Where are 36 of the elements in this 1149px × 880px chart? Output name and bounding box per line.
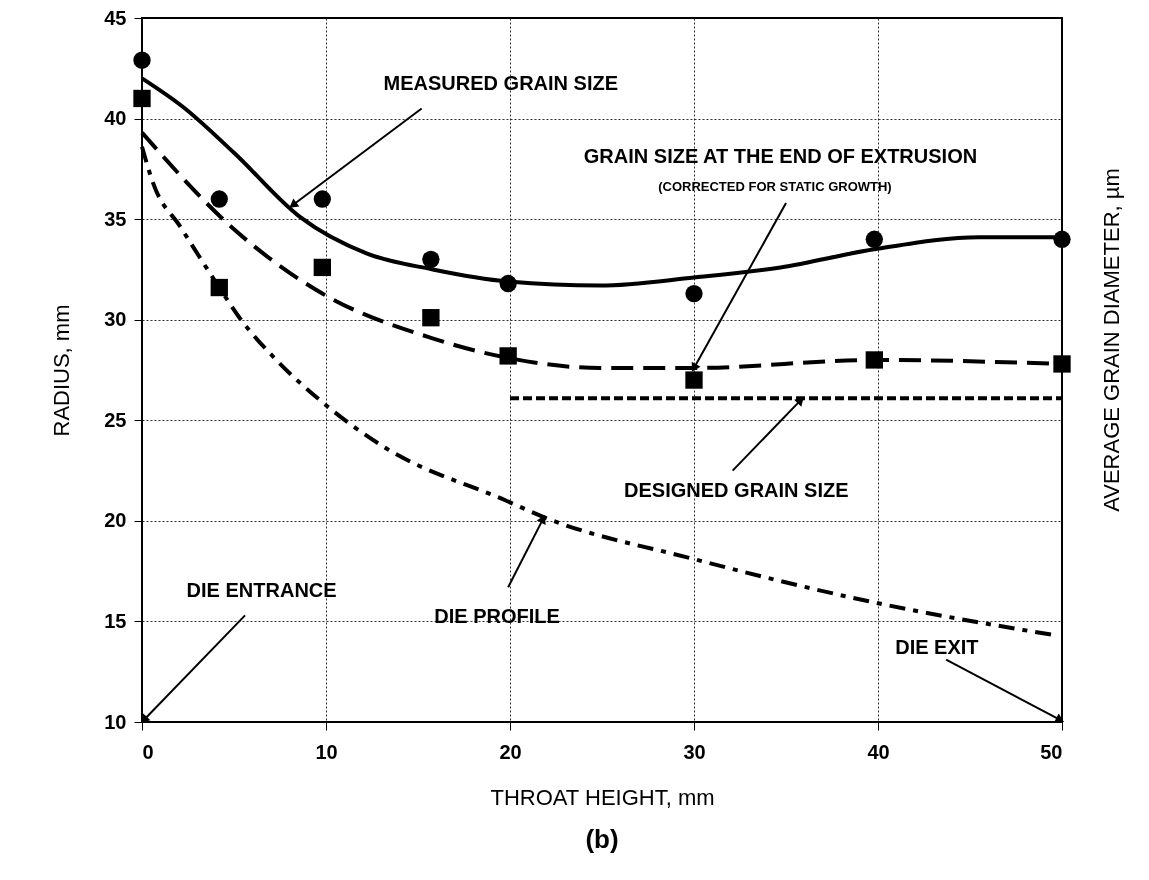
x-tick-label: 0 [142, 740, 154, 763]
x-axis-title: THROAT HEIGHT, mm [490, 784, 715, 810]
x-tick-label: 20 [499, 740, 522, 763]
y-axis-title: RADIUS, mm [49, 304, 75, 437]
point [422, 309, 440, 327]
point [685, 284, 703, 303]
annotation: DIE ENTRANCE [186, 579, 337, 602]
x-tick-label: 10 [315, 740, 338, 763]
point [313, 258, 331, 277]
point [133, 89, 151, 108]
annotation: (CORRECTED FOR STATIC GROWTH) [658, 178, 892, 194]
y-tick-label: 35 [104, 207, 127, 230]
annotation: DIE EXIT [895, 635, 979, 658]
y-tick-label: 25 [104, 408, 127, 431]
y-tick-label: 45 [104, 6, 127, 29]
y-tick-label: 40 [104, 107, 127, 130]
text: (b) [585, 824, 619, 854]
point [1053, 355, 1071, 373]
y-tick-label: 20 [104, 509, 127, 532]
y2-axis-title: AVERAGE GRAIN DIAMETER, µm [1099, 168, 1124, 512]
y-tick-label: 15 [104, 609, 127, 632]
point [499, 347, 517, 365]
annotation: DIE PROFILE [434, 605, 560, 628]
point [422, 250, 440, 269]
point [865, 230, 883, 248]
annotation: MEASURED GRAIN SIZE [383, 72, 619, 95]
point [685, 371, 703, 389]
point [313, 190, 331, 208]
x-tick-label: 40 [867, 740, 890, 763]
y-tick-label: 30 [104, 308, 127, 331]
x-tick-label: 50 [1040, 740, 1063, 763]
y-tick-label: 10 [104, 710, 127, 733]
point [210, 190, 228, 208]
x-tick-label: 30 [683, 740, 706, 763]
annotation: GRAIN SIZE AT THE END OF EXTRUSION [583, 144, 978, 167]
annotation: DESIGNED GRAIN SIZE [624, 478, 849, 501]
